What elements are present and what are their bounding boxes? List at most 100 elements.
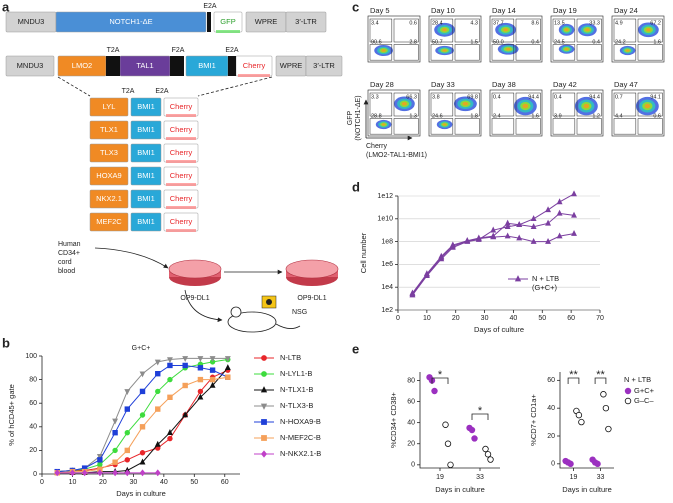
construct-label: TLX3: [100, 148, 118, 157]
axis-line: [559, 372, 614, 469]
legend-label: G–C–: [634, 396, 654, 405]
construct-glow: [166, 137, 196, 140]
quadrant-value: 24.2: [615, 40, 626, 46]
marker: [556, 232, 563, 239]
quadrant-value: 0.4: [554, 94, 562, 100]
gate: [515, 92, 541, 117]
marker: [154, 440, 161, 447]
marker: [260, 450, 268, 458]
marker: [155, 406, 161, 412]
flow-day: Day 14: [492, 6, 516, 15]
marker: [545, 237, 552, 244]
marker: [197, 393, 204, 400]
marker: [182, 411, 189, 418]
marker: [490, 226, 497, 233]
gate: [576, 92, 602, 117]
quadrant-value: 24.6: [432, 114, 443, 120]
legend-label: N-NKX2.1-B: [280, 449, 321, 458]
marker: [571, 211, 577, 218]
dish-label: OP9-DL1: [180, 295, 209, 302]
quadrant-value: 4.3: [470, 20, 478, 26]
marker: [209, 367, 216, 373]
y-tick-label: 20: [29, 447, 37, 454]
density: [564, 47, 569, 51]
construct-label: BMI1: [137, 148, 155, 157]
x-tick-label: 40: [510, 315, 518, 322]
construct-label: MEF2C: [96, 217, 122, 226]
construct-label: Cherry: [170, 102, 193, 111]
y-axis-label: % of hCD45+ gate: [7, 384, 16, 446]
construct-label: LMO2: [72, 61, 92, 70]
density: [583, 103, 590, 109]
y-tick-label: 20: [407, 441, 415, 448]
marker: [605, 425, 612, 433]
gate: [454, 44, 480, 61]
y-tick-label: 40: [407, 419, 415, 426]
y-tick-label: 80: [29, 376, 37, 383]
construct-label: Cherry: [243, 61, 266, 70]
flow-axis-label: (NOTCH1-ΔE): [355, 95, 362, 140]
density: [381, 123, 386, 126]
flow-day: Day 47: [614, 80, 638, 89]
y-tick-label: 1e6: [381, 261, 393, 268]
construct-label: GFP: [220, 17, 235, 26]
y-axis-label: %CD34+ CD38+: [389, 391, 398, 447]
gate: [430, 44, 454, 61]
gate: [515, 44, 541, 61]
marker: [482, 445, 489, 453]
y-tick-label: 40: [547, 405, 555, 412]
bracket: [471, 413, 489, 420]
marker: [124, 469, 131, 477]
marker: [447, 461, 454, 469]
density: [503, 28, 509, 32]
quadrant-value: 3.3: [371, 94, 379, 100]
marker: [530, 237, 537, 244]
linker-label: T2A: [122, 88, 135, 95]
gate: [393, 118, 419, 135]
marker: [124, 430, 130, 436]
density: [442, 123, 447, 126]
dish: [285, 259, 339, 279]
x-tick-label: 60: [567, 315, 575, 322]
x-tick-label: 70: [596, 315, 604, 322]
construct-box: [89, 143, 129, 163]
marker: [124, 457, 130, 463]
marker: [96, 454, 103, 460]
construct-glow: [166, 160, 196, 163]
marker: [182, 356, 189, 363]
marker: [471, 435, 478, 442]
x-tick-label: 50: [538, 315, 546, 322]
chart-title: G+C+: [132, 345, 151, 352]
x-tick-label: 19: [570, 474, 578, 481]
construct-glow: [166, 206, 196, 209]
linker: [170, 56, 184, 76]
construct-label: WPRE: [255, 17, 278, 26]
marker: [225, 374, 231, 380]
gate: [637, 18, 663, 43]
source-label: Human: [58, 241, 81, 248]
x-tick-label: 50: [190, 479, 198, 486]
marker: [261, 435, 267, 441]
x-tick-label: 10: [69, 479, 77, 486]
construct-glow: [166, 114, 196, 117]
construct-glow: [166, 229, 196, 232]
construct-box: [130, 97, 162, 117]
y-tick-label: 1e8: [381, 238, 393, 245]
legend-label: N-TLX1-B: [280, 385, 313, 394]
quadrant-value: 28.8: [371, 114, 382, 120]
flow-day: Day 33: [431, 80, 455, 89]
gate: [576, 44, 602, 61]
legend-label: N-MEF2C-B: [280, 433, 321, 442]
construct-label: TLX1: [100, 125, 118, 134]
density: [522, 103, 529, 109]
x-tick-label: 30: [481, 315, 489, 322]
density: [442, 49, 447, 52]
construct-box: [89, 212, 129, 232]
panel-letter: b: [2, 335, 10, 350]
marker: [261, 419, 267, 425]
marker: [54, 469, 61, 477]
arrow: [94, 247, 169, 269]
construct-box: [5, 55, 55, 77]
marker: [224, 356, 231, 363]
